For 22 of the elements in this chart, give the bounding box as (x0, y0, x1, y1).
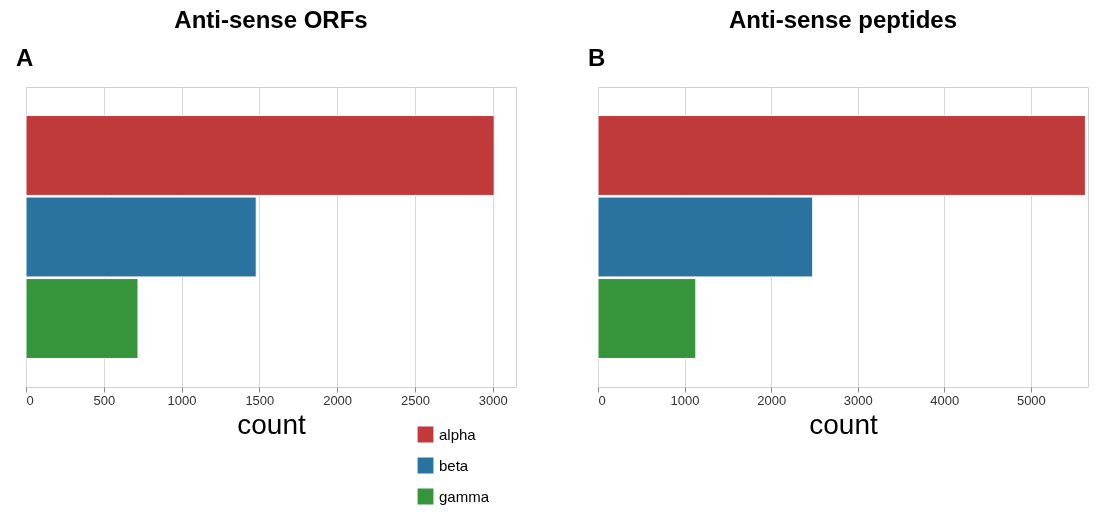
legend-label: beta (439, 456, 469, 474)
x-tick-label: 500 (93, 392, 116, 408)
x-tick-label: 0 (26, 392, 34, 408)
x-tick-label: 2000 (757, 392, 787, 408)
x-tick-label: 0 (598, 392, 606, 408)
legend-label: gamma (439, 487, 490, 505)
text: B (588, 44, 606, 71)
x-tick-label: 1000 (670, 392, 700, 408)
x-tick-label: 1000 (167, 392, 197, 408)
chart-title: Anti-sense peptides (728, 6, 958, 33)
x-tick-label: 2000 (323, 392, 353, 408)
x-tick-label: 3000 (843, 392, 873, 408)
chart-title: Anti-sense ORFs (174, 6, 368, 33)
x-axis-title: count (809, 408, 878, 440)
x-axis-title: count (237, 408, 306, 440)
x-tick-label: 1500 (245, 392, 275, 408)
text: A (16, 44, 34, 71)
legend-label: alpha (439, 425, 477, 443)
x-tick-label: 4000 (930, 392, 960, 408)
x-tick-label: 5000 (1016, 392, 1046, 408)
x-tick-label: 2500 (400, 392, 430, 408)
x-tick-label: 3000 (478, 392, 508, 408)
